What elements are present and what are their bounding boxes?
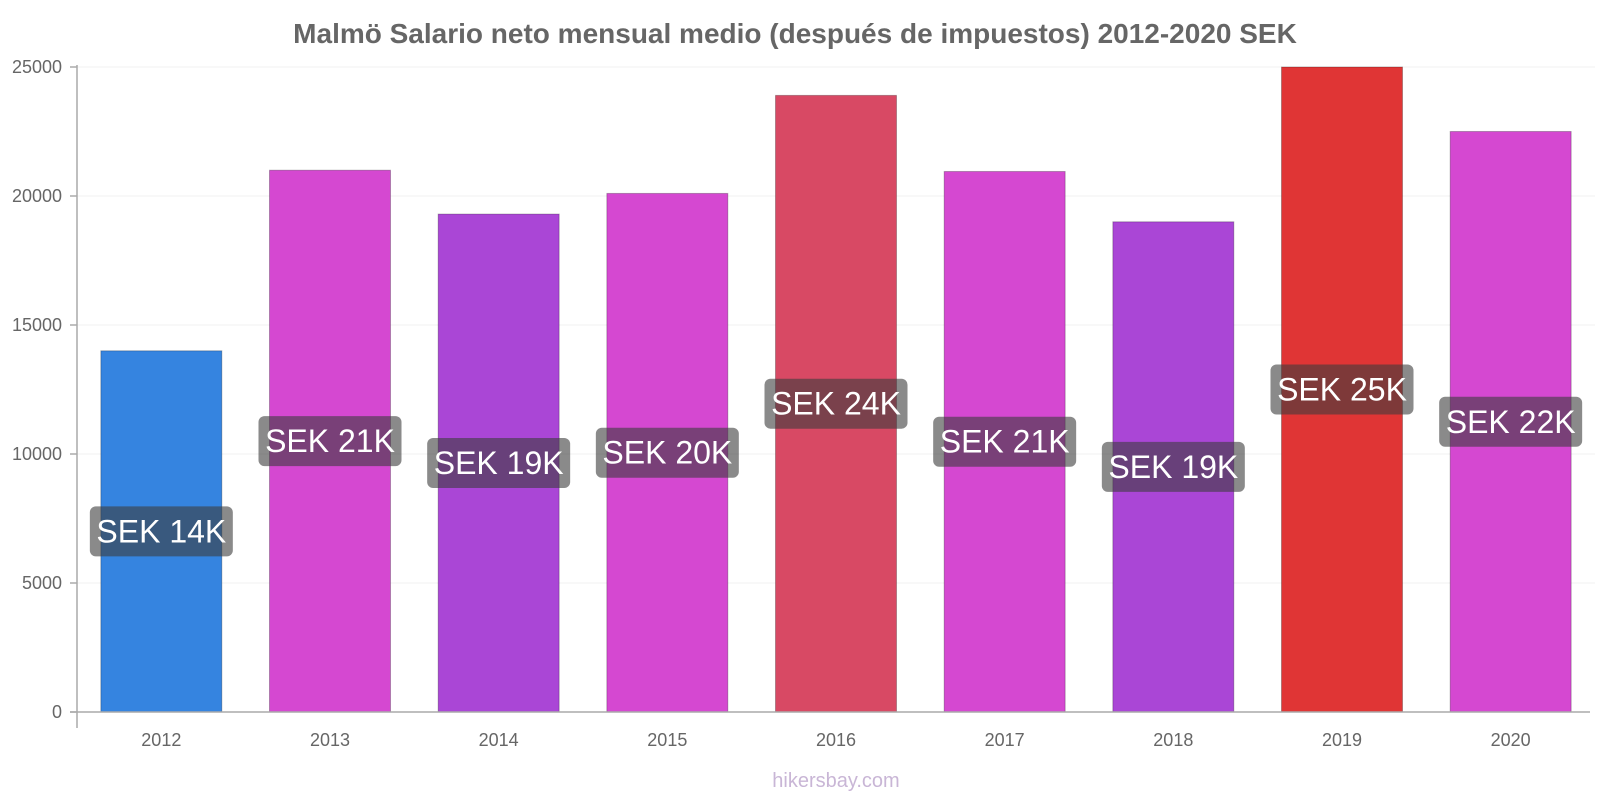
x-tick-label: 2020	[1491, 730, 1531, 750]
data-label-box	[1101, 441, 1245, 492]
y-tick-label: 20000	[12, 186, 62, 206]
y-tick-label: 25000	[12, 57, 62, 77]
data-label-box	[764, 378, 908, 429]
x-tick-label: 2018	[1153, 730, 1193, 750]
data-label-box	[933, 416, 1077, 467]
x-tick-label: 2019	[1322, 730, 1362, 750]
data-label-box	[258, 416, 402, 467]
y-tick-labels: 0 5000 10000 15000 20000 25000	[12, 57, 77, 722]
data-label-box	[1270, 364, 1414, 415]
y-tick-label: 15000	[12, 315, 62, 335]
chart-title: Malmö Salario neto mensual medio (despué…	[293, 18, 1297, 49]
y-tick-label: 5000	[22, 573, 62, 593]
watermark: hikersbay.com	[772, 770, 899, 792]
data-label: SEK 19K	[434, 445, 564, 481]
data-label-box	[595, 427, 739, 478]
data-label: SEK 19K	[1108, 449, 1238, 485]
x-tick-label: 2014	[479, 730, 519, 750]
axes	[70, 65, 1590, 728]
data-label-box	[1439, 396, 1583, 447]
x-tick-label: 2012	[141, 730, 181, 750]
y-tick-label: 10000	[12, 444, 62, 464]
x-tick-label: 2015	[647, 730, 687, 750]
data-labels: SEK 14K SEK 21K SEK 19K SEK 20K SEK 24K SEK 2…	[89, 364, 1583, 557]
data-label: SEK 21K	[265, 423, 395, 459]
data-label: SEK 21K	[940, 424, 1070, 460]
x-tick-labels: 2012 2013 2014 2015 2016 2017 2018 2019 2020	[141, 730, 1530, 750]
x-tick-label: 2016	[816, 730, 856, 750]
data-label: SEK 24K	[771, 386, 901, 422]
data-label-box	[89, 506, 233, 557]
x-tick-label: 2013	[310, 730, 350, 750]
y-tick-label: 0	[52, 702, 62, 722]
data-label: SEK 14K	[96, 513, 226, 549]
data-label: SEK 22K	[1446, 404, 1576, 440]
data-label: SEK 20K	[602, 435, 732, 471]
data-label-box	[427, 438, 571, 489]
data-label: SEK 25K	[1277, 372, 1407, 408]
x-tick-label: 2017	[985, 730, 1025, 750]
